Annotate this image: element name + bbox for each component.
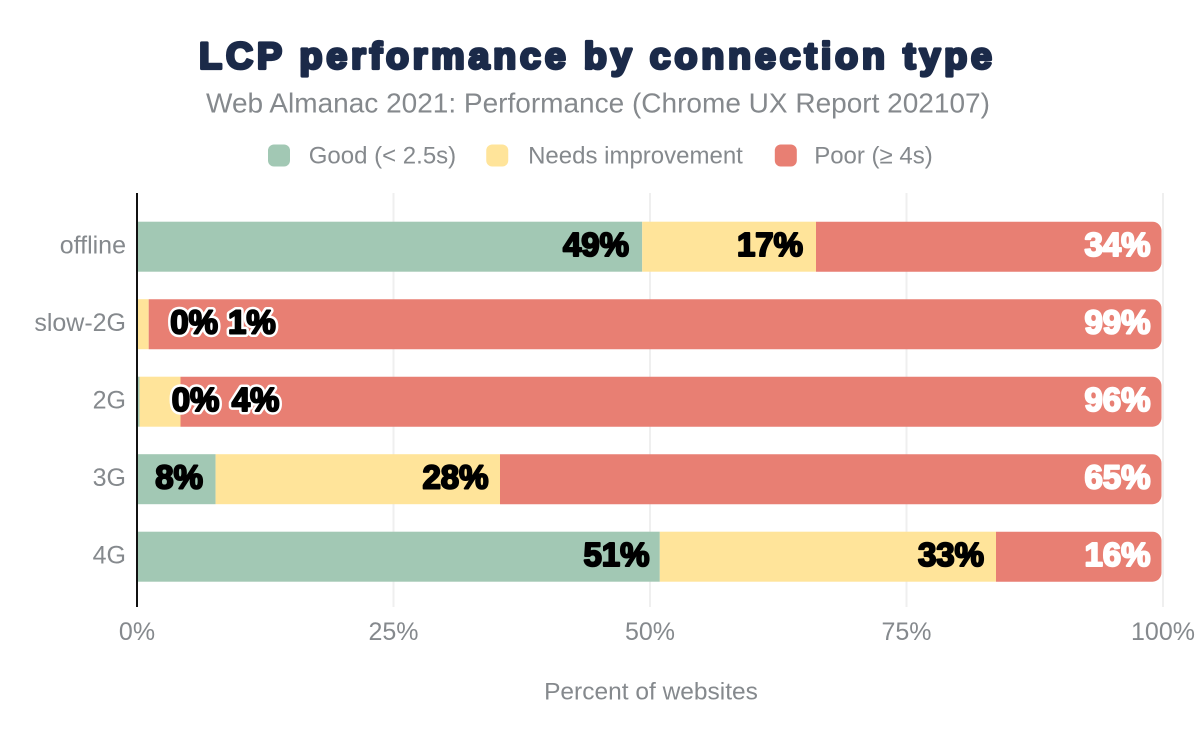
svg-text:28%: 28% xyxy=(422,459,488,496)
svg-text:51%: 51% xyxy=(583,536,649,573)
svg-text:Web Almanac 2021: Performance: Web Almanac 2021: Performance (Chrome UX… xyxy=(206,88,990,119)
svg-text:Needs improvement: Needs improvement xyxy=(528,142,743,169)
svg-text:Poor (≥ 4s): Poor (≥ 4s) xyxy=(814,142,933,169)
svg-text:Good (< 2.5s): Good (< 2.5s) xyxy=(309,142,456,169)
svg-text:1%: 1% xyxy=(228,304,276,341)
svg-text:50%: 50% xyxy=(625,618,675,646)
svg-text:25%: 25% xyxy=(368,618,418,646)
svg-text:LCP performance by connection: LCP performance by connection type xyxy=(199,34,996,76)
svg-text:100%: 100% xyxy=(1131,618,1195,646)
svg-text:65%: 65% xyxy=(1084,459,1150,496)
svg-text:4G: 4G xyxy=(93,541,126,569)
svg-text:0%: 0% xyxy=(170,304,218,341)
svg-text:17%: 17% xyxy=(737,226,803,263)
svg-text:0%: 0% xyxy=(172,381,220,418)
svg-text:3G: 3G xyxy=(93,464,126,492)
svg-text:0%: 0% xyxy=(170,304,218,341)
svg-text:96%: 96% xyxy=(1084,381,1150,418)
svg-text:16%: 16% xyxy=(1084,536,1150,573)
svg-text:0%: 0% xyxy=(119,618,155,646)
svg-text:4%: 4% xyxy=(232,381,280,418)
svg-text:2G: 2G xyxy=(93,386,126,414)
svg-text:34%: 34% xyxy=(1084,226,1150,263)
svg-text:49%: 49% xyxy=(563,226,629,263)
svg-text:75%: 75% xyxy=(881,618,931,646)
svg-text:4%: 4% xyxy=(232,381,280,418)
svg-text:slow-2G: slow-2G xyxy=(34,309,126,337)
svg-text:1%: 1% xyxy=(228,304,276,341)
svg-text:Percent of websites: Percent of websites xyxy=(544,679,758,706)
svg-text:99%: 99% xyxy=(1084,304,1150,341)
svg-text:8%: 8% xyxy=(155,459,203,496)
svg-text:0%: 0% xyxy=(172,381,220,418)
svg-text:offline: offline xyxy=(60,231,126,259)
svg-text:33%: 33% xyxy=(918,536,984,573)
